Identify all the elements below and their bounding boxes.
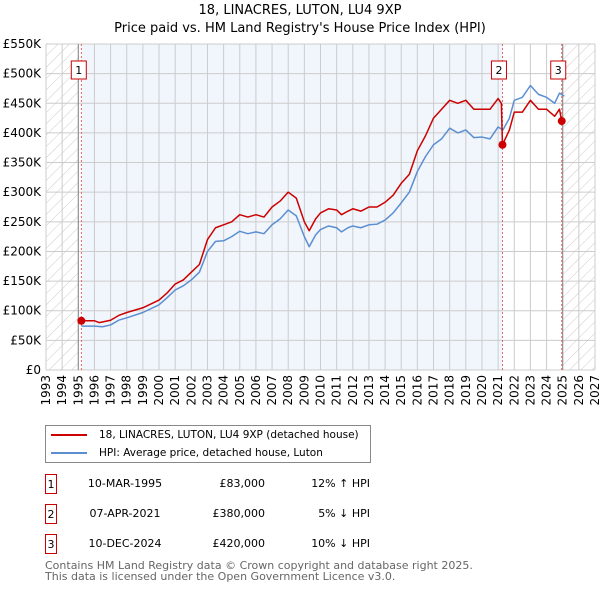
sale-label: 3 (555, 64, 562, 77)
price-line (81, 97, 565, 324)
x-tick-label: 2017 (427, 375, 441, 406)
sale-date: 10-MAR-1995 (87, 477, 163, 490)
legend-item-price: 18, LINACRES, LUTON, LU4 9XP (detached h… (51, 426, 359, 444)
x-tick-label: 2023 (523, 375, 537, 406)
y-tick-label: £300K (3, 185, 43, 199)
hpi-diff: 5% ↓ HPI (318, 507, 370, 520)
x-tick-label: 2002 (184, 375, 198, 406)
x-tick-label: 2000 (152, 375, 166, 406)
sale-point (77, 316, 86, 325)
shaded-period (81, 44, 503, 370)
x-tick-label: 2018 (443, 375, 457, 406)
sale-label-box (550, 60, 567, 80)
sale-date: 07-APR-2021 (89, 507, 161, 520)
x-tick-label: 2009 (297, 375, 311, 406)
y-tick-label: £200K (3, 244, 43, 258)
x-tick-label: 2022 (507, 375, 521, 406)
x-tick-label: 2027 (588, 375, 600, 406)
x-tick-label: 1994 (55, 375, 69, 406)
x-tick-label: 2005 (233, 375, 247, 406)
x-tick-label: 2008 (281, 375, 295, 406)
y-tick-label: £350K (3, 156, 43, 170)
hpi-line (81, 84, 565, 328)
y-tick-label: £150K (3, 274, 43, 288)
x-tick-label: 2011 (330, 375, 344, 406)
x-tick-label: 2013 (362, 375, 376, 406)
sale-date: 10-DEC-2024 (88, 537, 162, 550)
x-tick-label: 2007 (265, 375, 279, 406)
y-tick-label: £50K (10, 333, 42, 347)
x-tick-label: 2006 (249, 375, 263, 406)
x-tick-label: 2012 (346, 375, 360, 406)
y-tick-label: £400K (3, 126, 43, 140)
sale-point (498, 140, 507, 149)
legend-swatch (51, 434, 87, 436)
sale-point (557, 117, 566, 126)
x-tick-label: 2003 (200, 375, 214, 406)
chart-title: 18, LINACRES, LUTON, LU4 9XP (198, 3, 402, 18)
sale-label: 2 (495, 64, 502, 77)
price-chart: 1993 1994 1995 1996 1997 1998 1999 2000 2001 2002… (3, 37, 600, 406)
x-tick-label: 2014 (378, 375, 392, 406)
sale-price: £83,000 (219, 477, 266, 490)
x-tick-label: 1995 (71, 375, 85, 406)
x-tick-label: 1993 (39, 375, 53, 406)
y-tick-label: £250K (3, 215, 43, 229)
transaction-row: 2 07-APR-2021 £380,000 5% ↓ HPI (45, 504, 375, 524)
x-tick-label: 2024 (540, 375, 554, 406)
y-tick-label: £550K (3, 37, 43, 51)
x-tick-label: 1999 (136, 375, 150, 406)
x-tick-label: 2020 (475, 375, 489, 406)
x-tick-label: 1998 (120, 375, 134, 406)
x-tick-label: 2010 (314, 375, 328, 406)
marker-badge: 3 (45, 534, 57, 554)
x-tick-label: 2026 (572, 375, 586, 406)
marker-badge: 2 (45, 504, 57, 524)
y-tick-label: £500K (3, 67, 43, 81)
hpi-diff: 12% ↑ HPI (311, 477, 370, 490)
sale-price: £420,000 (212, 537, 266, 550)
x-tick-label: 2019 (459, 375, 473, 406)
x-tick-label: 1997 (104, 375, 118, 406)
x-tick-label: 2025 (556, 375, 570, 406)
y-tick-label: £450K (3, 96, 43, 110)
transaction-row: 3 10-DEC-2024 £420,000 10% ↓ HPI (45, 534, 375, 554)
legend-item-hpi: HPI: Average price, detached house, Luto… (51, 444, 323, 462)
x-tick-label: 2004 (217, 375, 231, 406)
sale-label: 1 (75, 64, 82, 77)
x-tick-label: 1996 (87, 375, 101, 406)
y-tick-label: £0 (26, 363, 41, 377)
legend-swatch (51, 452, 87, 454)
x-tick-label: 2001 (168, 375, 182, 406)
licence-text: This data is licensed under the Open Gov… (45, 570, 396, 583)
legend: 18, LINACRES, LUTON, LU4 9XP (detached h… (45, 425, 371, 463)
x-tick-label: 2015 (394, 375, 408, 406)
chart-subtitle: Price paid vs. HM Land Registry's House … (114, 21, 486, 36)
x-tick-label: 2016 (410, 375, 424, 406)
transaction-row: 1 10-MAR-1995 £83,000 12% ↑ HPI (45, 474, 375, 494)
marker-badge: 1 (45, 474, 57, 494)
sale-label-box (490, 60, 507, 80)
legend-label: 18, LINACRES, LUTON, LU4 9XP (detached h… (99, 429, 359, 441)
hpi-diff: 10% ↓ HPI (311, 537, 370, 550)
x-tick-label: 2021 (491, 375, 505, 406)
footer: Contains HM Land Registry data © Crown c… (45, 560, 473, 582)
copyright-text: Contains HM Land Registry data © Crown c… (45, 559, 473, 572)
sale-price: £380,000 (212, 507, 266, 520)
legend-label: HPI: Average price, detached house, Luto… (99, 447, 323, 459)
sale-label-box (70, 60, 87, 80)
y-tick-label: £100K (3, 304, 43, 318)
